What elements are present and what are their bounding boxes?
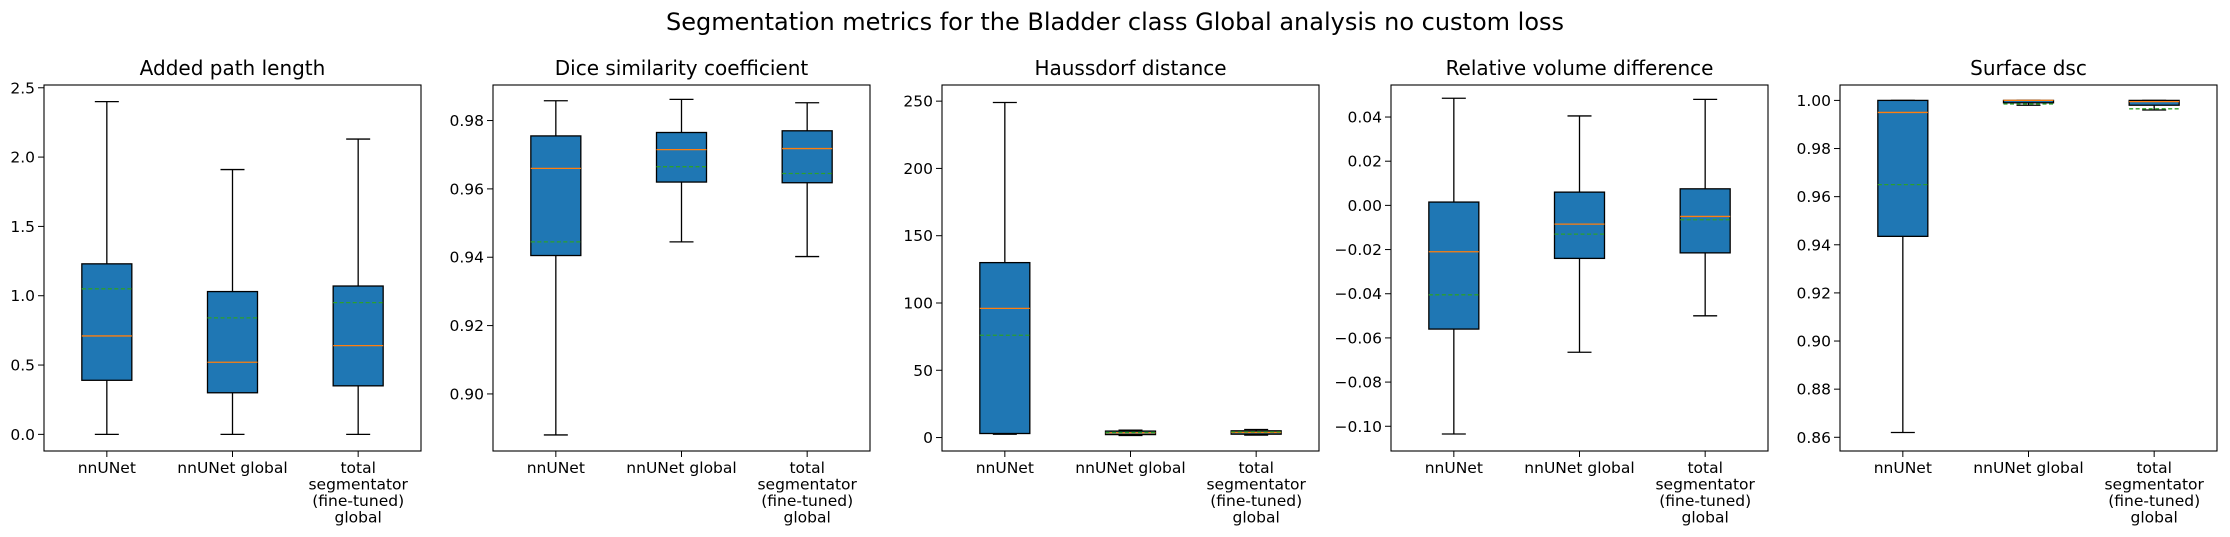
panel-title: Haussdorf distance <box>1034 56 1226 80</box>
y-tick-label: 0.92 <box>1796 284 1831 302</box>
box-2 <box>2002 99 2055 106</box>
x-tick-label: total segmentator (fine-tuned) global <box>1655 459 1755 527</box>
y-tick-label: 0.94 <box>1796 236 1831 254</box>
box-body <box>1679 188 1731 254</box>
y-tick-label: 100 <box>903 294 933 312</box>
y-tick-label: −0.08 <box>1335 374 1383 392</box>
y-tick-label: 0.00 <box>1347 197 1382 215</box>
box-body <box>979 261 1031 435</box>
box-body <box>1877 99 1929 238</box>
plot-frame <box>1839 84 2218 452</box>
plot-frame <box>492 84 871 452</box>
chart-panel-1: Added path length 0.0 0.5 1.0 1.5 2.0 2.5 nnUNe… <box>10 56 422 527</box>
panel-title: Relative volume difference <box>1446 56 1714 80</box>
y-tick-label: 2.5 <box>10 79 35 97</box>
y-tick-label: −0.04 <box>1335 285 1383 303</box>
y-tick-label: 0.98 <box>1796 140 1831 158</box>
box-2 <box>1553 115 1606 353</box>
box-3 <box>781 102 833 258</box>
box-body <box>1428 201 1480 330</box>
y-tick-label: 0.88 <box>1796 381 1831 399</box>
y-tick-label: 0.04 <box>1347 109 1382 127</box>
box-3 <box>1230 428 1282 436</box>
panels: Added path length 0.0 0.5 1.0 1.5 2.0 2.5 nnUNe… <box>10 56 2218 527</box>
box-1 <box>81 100 133 436</box>
y-tick-label: 50 <box>913 362 933 380</box>
box-body <box>81 263 133 381</box>
box-body <box>332 285 384 387</box>
box-1 <box>1428 97 1480 435</box>
x-tick-label: total segmentator (fine-tuned) global <box>308 459 408 527</box>
box-3 <box>332 138 384 436</box>
x-tick-label: total segmentator (fine-tuned) global <box>2104 459 2204 527</box>
panel-title: Dice similarity coefficient <box>555 56 809 80</box>
box-3 <box>2128 99 2180 111</box>
y-tick-label: 200 <box>903 160 933 178</box>
y-tick-label: 0 <box>923 429 933 447</box>
x-tick-label: nnUNet global <box>177 459 287 477</box>
y-tick-label: 0.96 <box>449 180 484 198</box>
box-body <box>781 130 833 184</box>
box-body <box>655 131 708 183</box>
y-tick-label: 0.5 <box>10 357 35 375</box>
box-1 <box>530 100 582 436</box>
y-tick-label: 0.96 <box>1796 188 1831 206</box>
box-body <box>206 290 259 394</box>
y-tick-label: 1.5 <box>10 218 35 236</box>
y-tick-label: 0.90 <box>449 385 484 403</box>
y-tick-label: 0.92 <box>449 317 484 335</box>
box-body <box>530 135 582 257</box>
chart-panel-4: Relative volume difference −0.10 −0.08 −0.0… <box>1335 56 1769 527</box>
x-tick-label: nnUNet global <box>1075 459 1185 477</box>
x-tick-label: nnUNet global <box>626 459 736 477</box>
chart-panel-3: Haussdorf distance 0 50 100 150 200 250 nnUNet n… <box>903 56 1320 527</box>
chart-panel-2: Dice similarity coefficient 0.90 0.92 0.94 0… <box>449 56 871 527</box>
y-tick-label: 0.90 <box>1796 333 1831 351</box>
x-tick-label: nnUNet global <box>1973 459 2083 477</box>
y-tick-label: 0.98 <box>449 112 484 130</box>
plot-frame <box>43 84 422 452</box>
y-tick-label: 0.86 <box>1796 429 1831 447</box>
chart-panel-5: Surface dsc 0.86 0.88 0.90 0.92 0.94 0.96 0.98 1… <box>1796 56 2218 527</box>
box-1 <box>979 101 1031 435</box>
y-tick-label: −0.02 <box>1335 241 1383 259</box>
y-tick-label: 250 <box>903 93 933 111</box>
y-tick-label: −0.10 <box>1335 418 1383 436</box>
x-tick-label: nnUNet <box>527 459 585 477</box>
y-tick-label: 0.0 <box>10 426 35 444</box>
box-1 <box>1877 99 1929 434</box>
x-tick-label: nnUNet <box>1425 459 1483 477</box>
x-tick-label: nnUNet <box>976 459 1034 477</box>
box-2 <box>206 168 259 436</box>
plot-frame <box>941 84 1320 452</box>
x-tick-label: total segmentator (fine-tuned) global <box>1206 459 1306 527</box>
box-3 <box>1679 98 1731 317</box>
y-tick-label: −0.06 <box>1335 329 1383 347</box>
y-tick-label: 1.00 <box>1796 92 1831 110</box>
panel-title: Added path length <box>140 56 326 80</box>
y-tick-label: 0.94 <box>449 249 484 267</box>
y-tick-label: 0.02 <box>1347 153 1382 171</box>
panel-title: Surface dsc <box>1970 56 2087 80</box>
x-tick-label: nnUNet <box>1874 459 1932 477</box>
box-2 <box>655 98 708 243</box>
plot-frame <box>1390 84 1769 452</box>
y-tick-label: 150 <box>903 227 933 245</box>
y-tick-label: 1.0 <box>10 287 35 305</box>
x-tick-label: total segmentator (fine-tuned) global <box>757 459 857 527</box>
x-tick-label: nnUNet global <box>1524 459 1634 477</box>
x-tick-label: nnUNet <box>78 459 136 477</box>
figure-title: Segmentation metrics for the Bladder cla… <box>666 8 1564 36</box>
y-tick-label: 2.0 <box>10 149 35 167</box>
box-2 <box>1104 429 1157 437</box>
box-body <box>2128 99 2180 106</box>
box-body <box>1553 191 1606 260</box>
